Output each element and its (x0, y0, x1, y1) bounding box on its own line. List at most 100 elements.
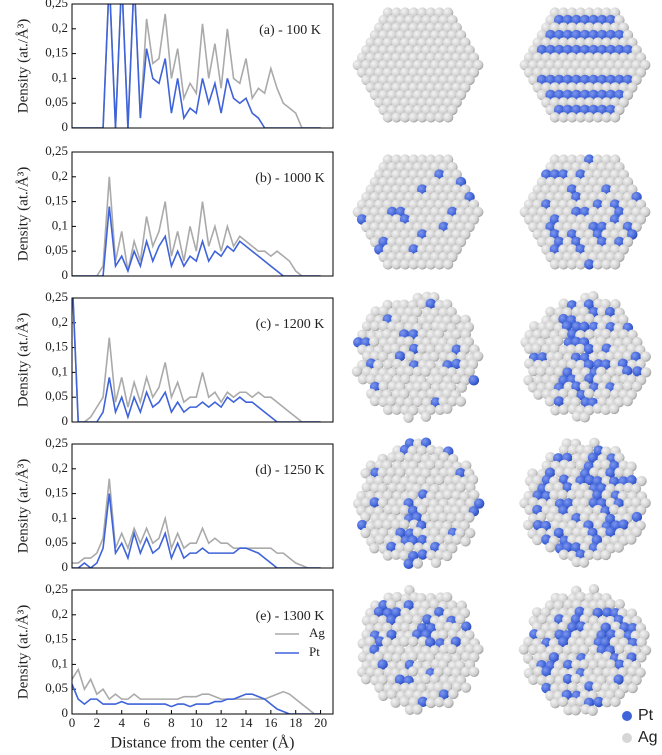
ag-atom (377, 351, 389, 362)
ag-atom (451, 329, 463, 340)
ag-atom (413, 467, 424, 478)
y-tick-label: 0,25 (45, 289, 68, 304)
ag-atom (605, 659, 617, 670)
ag-atom (417, 652, 428, 663)
ag-atom (404, 351, 416, 362)
ag-atom (549, 698, 561, 709)
ag-atom (412, 704, 423, 715)
y-tick-label: 0,15 (45, 339, 68, 354)
y-tick-label: 0,05 (45, 388, 68, 403)
ag-atom (528, 482, 539, 493)
pt-atom (632, 366, 643, 377)
ag-atom (614, 643, 625, 655)
ag-atom (360, 511, 371, 523)
pt-atom (369, 497, 381, 508)
legend-label: Ag (309, 625, 325, 640)
ag-atom (411, 306, 423, 318)
pt-atom (541, 666, 552, 677)
ag-atom (529, 321, 540, 332)
x-tick-label: 12 (215, 715, 228, 730)
ag-atom (446, 512, 457, 524)
ag-atom (412, 558, 424, 569)
ag-atom (381, 637, 393, 648)
ag-atom (426, 550, 437, 561)
ag-atom (447, 396, 458, 407)
ag-atom (532, 534, 543, 546)
ag-atom (412, 366, 423, 377)
ag-atom (399, 388, 410, 400)
pt-atom (562, 673, 574, 685)
ag-atom (614, 365, 626, 377)
ag-atom (549, 489, 560, 501)
ag-atom (391, 112, 402, 123)
pt-atom (587, 452, 599, 463)
ag-atom (469, 489, 480, 501)
ag-atom (382, 404, 394, 416)
pt-atom (386, 541, 397, 553)
ag-atom (411, 614, 423, 626)
ag-atom (455, 396, 467, 407)
ag-atom (364, 636, 376, 647)
ag-atom (373, 622, 385, 633)
ag-atom (407, 666, 419, 677)
ag-atom (390, 519, 402, 530)
y-tick-label: 0,25 (45, 581, 68, 596)
ag-atom (382, 519, 393, 530)
ag-atom (391, 404, 402, 415)
ag-atom (417, 298, 428, 309)
ag-atom (391, 652, 403, 664)
ag-atom (558, 404, 570, 415)
ag-atom (570, 468, 581, 479)
pt-atom (537, 352, 548, 363)
pt-atom (579, 321, 590, 333)
legend-label: Pt (638, 707, 654, 724)
ag-atom (583, 388, 595, 399)
ag-atom (558, 259, 569, 270)
ag-atom (442, 259, 454, 270)
plot-frame (71, 3, 334, 129)
ag-atom (456, 382, 468, 393)
ag-atom (438, 366, 450, 377)
y-tick-label: 0,05 (45, 534, 68, 549)
ag-atom (571, 411, 583, 422)
ag-atom (399, 504, 410, 516)
ag-atom (600, 459, 611, 470)
ag-atom (597, 658, 609, 670)
ag-atom (566, 344, 577, 355)
y-axis-label: Density (at./Å³) (15, 605, 31, 699)
ag-atom (434, 696, 445, 708)
pt-atom (425, 298, 437, 310)
nanoparticle (352, 154, 484, 270)
ag-atom (425, 112, 437, 123)
ag-atom (572, 527, 583, 538)
ag-atom (575, 696, 586, 707)
ag-atom (584, 636, 596, 648)
ag-atom (601, 112, 612, 123)
ag-atom (545, 542, 556, 553)
ag-atom (592, 343, 604, 354)
ag-atom (528, 674, 539, 686)
pt-atom (584, 681, 595, 692)
ag-atom (378, 381, 389, 392)
ag-atom (377, 674, 388, 686)
ag-atom (387, 452, 398, 463)
ag-atom (567, 697, 579, 708)
ag-atom (420, 366, 432, 377)
pt-atom (532, 520, 544, 531)
ag-atom (399, 550, 410, 561)
pt-atom (567, 622, 578, 633)
pt-atom (553, 527, 565, 539)
ag-atom (399, 259, 411, 270)
ag-atom (416, 343, 428, 355)
ag-atom (631, 497, 642, 508)
ag-atom (442, 299, 453, 310)
ag-atom (416, 504, 428, 515)
pt-atom (592, 607, 603, 619)
pt-atom (602, 607, 613, 618)
ag-atom (578, 557, 590, 568)
ag-atom (558, 298, 569, 309)
ag-atom (535, 366, 547, 377)
pt-atom (605, 467, 616, 478)
y-tick-label: 0,15 (45, 485, 68, 500)
ag-atom (399, 519, 410, 530)
